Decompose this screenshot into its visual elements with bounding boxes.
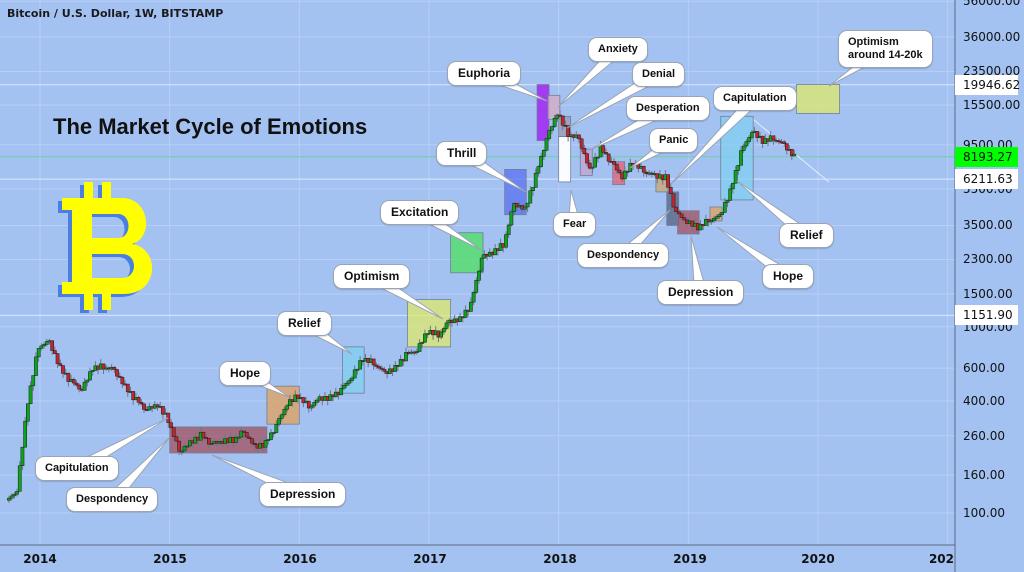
callout-label: Optimism — [848, 36, 899, 48]
zone-euphoria — [536, 84, 550, 141]
callout-label: Hope — [230, 366, 260, 380]
callout-desperation-2018[interactable]: Desperation — [626, 96, 710, 121]
price-tick-label: 2300.00 — [963, 252, 1013, 267]
callout-relief-2016[interactable]: Relief — [277, 311, 332, 336]
callout-depression-2015[interactable]: Depression — [259, 482, 347, 507]
callout-label: Anxiety — [598, 43, 638, 55]
price-tick-label: 36000.00 — [963, 30, 1021, 44]
callout-excitation-2017[interactable]: Excitation — [380, 200, 460, 225]
callout-optimism-2017[interactable]: Optimism — [333, 264, 411, 289]
price-tick-label: 260.00 — [963, 428, 1005, 443]
callout-label: Capitulation — [723, 92, 787, 104]
price-tick-label: 15500.00 — [963, 98, 1021, 113]
time-axis[interactable]: 2014 2015 2016 2017 2018 2019 2020 202 — [0, 545, 955, 572]
time-tick-label: 2018 — [543, 552, 577, 566]
time-tick-label: 2014 — [23, 552, 57, 566]
zone-excitation — [450, 232, 484, 274]
callout-hope-2019[interactable]: Hope — [762, 264, 814, 289]
time-tick-label: 2015 — [153, 552, 187, 566]
time-tick-label: 2020 — [801, 552, 835, 566]
price-axis[interactable]: 56000.0036000.0023500.0015500.009500.005… — [955, 0, 1024, 545]
callout-euphoria-2017[interactable]: Euphoria — [447, 61, 522, 86]
zone-despondency — [666, 191, 680, 226]
zone-optimism-around-14-20k — [795, 84, 841, 114]
price-tick-label: 3500.00 — [963, 218, 1013, 233]
callout-label: Hope — [773, 269, 803, 283]
callout-anxiety-2018[interactable]: Anxiety — [588, 37, 648, 62]
callout-capitulation-2015[interactable]: Capitulation — [35, 456, 119, 481]
price-level-tag: 1151.90 — [955, 305, 1018, 326]
callout-optimism-projection[interactable]: Optimism around 14-20k — [838, 30, 933, 68]
time-tick-label: 202 — [928, 552, 954, 566]
callout-depression-2019[interactable]: Depression — [657, 280, 745, 305]
callout-label: Euphoria — [458, 66, 511, 80]
zone-fear — [558, 136, 572, 183]
callout-label: Fear — [563, 218, 587, 230]
callout-label: Depression — [668, 285, 734, 299]
price-tick-label: 600.00 — [963, 361, 1005, 376]
time-tick-label: 2016 — [283, 552, 317, 566]
price-level-tag: 19946.62 — [955, 74, 1020, 95]
callout-label: Capitulation — [45, 462, 109, 474]
callout-label: Denial — [642, 68, 676, 80]
callout-label: Despondency — [76, 493, 149, 505]
callout-despondency-2018[interactable]: Despondency — [577, 243, 670, 268]
callout-hope-2016[interactable]: Hope — [219, 361, 271, 386]
price-tick-label: 1500.00 — [963, 287, 1013, 301]
price-tick-label: 100.00 — [963, 506, 1005, 520]
callout-fear-2018[interactable]: Fear — [553, 212, 597, 237]
callout-label: Thrill — [447, 146, 477, 160]
callout-capitulation-2018[interactable]: Capitulation — [713, 86, 797, 111]
callout-label: Desperation — [636, 102, 700, 114]
price-tick-label: 160.00 — [963, 467, 1005, 482]
time-tick-label: 2017 — [413, 552, 447, 566]
callout-denial-2018[interactable]: Denial — [632, 62, 686, 87]
price-tick-label: 56000.00 — [963, 0, 1021, 9]
gridlines — [0, 0, 955, 545]
callout-label: around 14-20k — [848, 49, 923, 61]
callout-label: Relief — [790, 228, 823, 242]
callout-label: Despondency — [587, 249, 660, 261]
zone-optimism — [406, 299, 452, 348]
callout-label: Panic — [659, 134, 689, 146]
candles — [7, 110, 797, 503]
callout-label: Optimism — [344, 269, 400, 283]
current-price-tag: 8193.27 — [955, 146, 1018, 167]
callout-despondency-2015[interactable]: Despondency — [66, 487, 159, 512]
callout-label: Depression — [270, 487, 336, 501]
time-tick-label: 2019 — [673, 552, 707, 566]
chart-main-title: The Market Cycle of Emotions — [53, 114, 368, 139]
callout-thrill-2017[interactable]: Thrill — [436, 141, 488, 166]
callout-label: Relief — [288, 316, 321, 330]
callout-panic-2018[interactable]: Panic — [649, 128, 699, 153]
price-level-tag: 6211.63 — [955, 169, 1018, 190]
bitcoin-logo — [58, 182, 153, 313]
symbol-title: Bitcoin / U.S. Dollar, 1W, BITSTAMP — [7, 7, 224, 20]
callout-relief-2019[interactable]: Relief — [779, 223, 834, 248]
callout-label: Excitation — [391, 205, 449, 219]
price-tick-label: 400.00 — [963, 393, 1005, 408]
